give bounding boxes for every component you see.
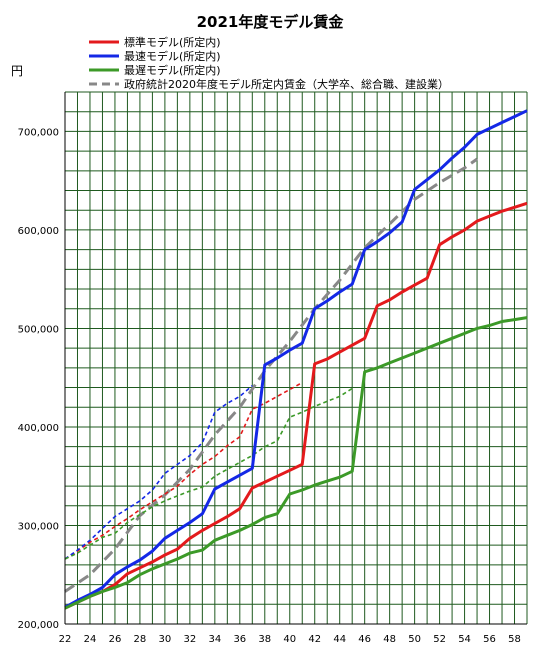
x-tick-label: 40 [283, 634, 296, 645]
series-reference-line [64, 157, 478, 593]
axes [64, 92, 527, 625]
plot-area [65, 92, 527, 624]
y-tick-label: 400,000 [18, 423, 59, 434]
x-tick-label: 44 [333, 634, 346, 645]
legend-label: 最遅モデル(所定内) [124, 63, 221, 77]
series-layer [64, 109, 528, 610]
legend-label: 最速モデル(所定内) [124, 49, 221, 63]
x-tick-label: 28 [134, 634, 147, 645]
x-tick-label: 22 [59, 634, 72, 645]
x-tick-label: 54 [458, 634, 471, 645]
series-dotted-line [64, 384, 253, 560]
x-tick-label: 32 [183, 634, 196, 645]
x-tick-labels: 22 24 26 28 30 32 34 36 38 40 42 44 46 48 50 52 54 56 58 [59, 634, 521, 645]
x-tick-label: 56 [483, 634, 496, 645]
series-dotted-line [64, 387, 353, 560]
series-dotted-line [64, 381, 303, 560]
legend-label: 標準モデル(所定内) [124, 35, 221, 49]
y-tick-label: 200,000 [18, 620, 59, 631]
x-tick-label: 42 [308, 634, 321, 645]
x-tick-label: 38 [258, 634, 271, 645]
x-tick-label: 30 [159, 634, 172, 645]
y-axis-unit: 円 [11, 64, 23, 78]
series-line [64, 201, 528, 610]
y-tick-label: 700,000 [18, 127, 59, 138]
x-tick-label: 34 [208, 634, 221, 645]
y-tick-label: 300,000 [18, 521, 59, 532]
grid [64, 91, 528, 625]
x-tick-label: 36 [233, 634, 246, 645]
x-tick-label: 48 [383, 634, 396, 645]
x-tick-label: 24 [84, 634, 97, 645]
legend-label: 政府統計2020年度モデル所定内賃金（大学卒、総合職、建設業） [124, 77, 449, 91]
x-tick-label: 46 [358, 634, 371, 645]
y-tick-labels: 200,000 300,000 400,000 500,000 600,000 700,0… [18, 127, 59, 631]
y-tick-label: 600,000 [18, 226, 59, 237]
y-tick-label: 500,000 [18, 324, 59, 335]
x-tick-label: 52 [433, 634, 446, 645]
chart-title: 2021年度モデル賃金 [197, 13, 345, 31]
x-tick-label: 26 [109, 634, 122, 645]
x-tick-label: 58 [508, 634, 521, 645]
x-tick-label: 50 [408, 634, 421, 645]
series-line [64, 109, 528, 609]
legend: 標準モデル(所定内)最速モデル(所定内)最遅モデル(所定内)政府統計2020年度… [89, 35, 449, 91]
series-line [64, 316, 528, 610]
